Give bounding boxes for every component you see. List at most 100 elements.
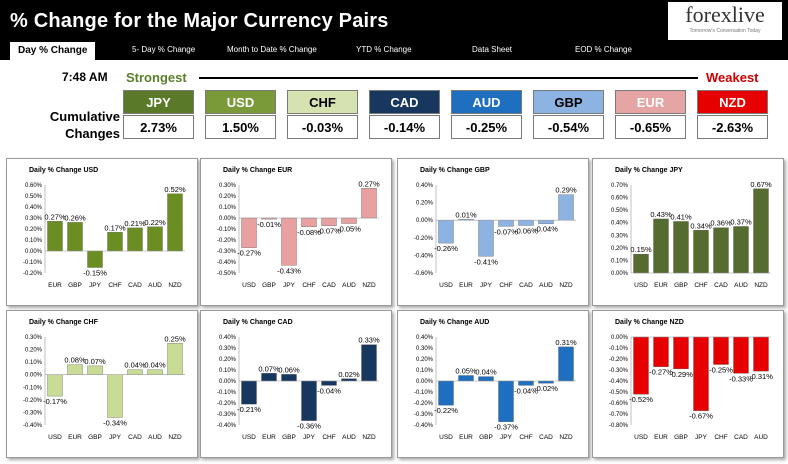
y-tick-label: 0.00% bbox=[416, 379, 434, 385]
data-label: -0.36% bbox=[297, 422, 321, 431]
bar-aud bbox=[733, 226, 749, 274]
x-tick-label: EUR bbox=[459, 282, 473, 289]
logo-tagline: Tomorrow's Conversation Today bbox=[689, 28, 761, 34]
x-tick-label: CAD bbox=[128, 434, 142, 441]
y-tick-label: -0.30% bbox=[23, 410, 43, 416]
bar-nzd bbox=[753, 188, 769, 274]
data-label: 0.36% bbox=[710, 219, 732, 228]
y-tick-label: 0.00% bbox=[416, 218, 434, 224]
chart-title: Daily % Change AUD bbox=[420, 319, 490, 326]
data-label: -0.31% bbox=[749, 372, 773, 381]
x-tick-label: JPY bbox=[109, 434, 122, 441]
x-tick-label: USD bbox=[634, 282, 648, 289]
y-tick-label: -0.30% bbox=[609, 368, 629, 374]
chart-title: Daily % Change NZD bbox=[615, 319, 684, 326]
data-label: -0.05% bbox=[337, 225, 361, 234]
y-tick-label: 0.30% bbox=[25, 216, 43, 222]
bar-nzd bbox=[558, 346, 574, 382]
x-tick-label: CAD bbox=[322, 282, 336, 289]
data-label: -0.22% bbox=[434, 406, 458, 415]
y-tick-label: 0.60% bbox=[611, 196, 629, 202]
y-tick-label: 0.00% bbox=[611, 271, 629, 277]
x-tick-label: USD bbox=[439, 434, 453, 441]
data-label: -0.27% bbox=[237, 249, 261, 258]
bar-jpy bbox=[498, 380, 514, 422]
chart-panel-eur: Daily % Change EUR 0.30% 0.20% 0.10% 0.00% -0… bbox=[200, 158, 392, 306]
tab-eod-change[interactable]: EOD % Change bbox=[575, 45, 632, 54]
x-tick-label: EUR bbox=[654, 434, 668, 441]
x-tick-label: JPY bbox=[89, 282, 102, 289]
tab-data-sheet[interactable]: Data Sheet bbox=[472, 45, 513, 54]
data-label: 0.25% bbox=[164, 334, 186, 343]
data-label: 0.06% bbox=[278, 365, 300, 374]
y-tick-label: -0.50% bbox=[609, 390, 629, 396]
bar-aud bbox=[341, 217, 357, 224]
currency-code-gbp: GBP bbox=[533, 90, 604, 114]
x-tick-label: CAD bbox=[519, 282, 533, 289]
data-label: -0.15% bbox=[83, 269, 107, 278]
bar-usd bbox=[633, 336, 649, 395]
data-label: 0.22% bbox=[144, 218, 166, 227]
weakest-label: Weakest bbox=[706, 70, 759, 85]
forexlive-logo[interactable]: forexlive Tomorrow's Conversation Today bbox=[668, 2, 782, 40]
strength-arrow-line bbox=[199, 77, 698, 79]
x-tick-label: AUD bbox=[539, 282, 553, 289]
y-tick-label: 0.20% bbox=[611, 246, 629, 252]
y-tick-label: 0.40% bbox=[25, 205, 43, 211]
chart-title: Daily % Change JPY bbox=[615, 167, 683, 174]
currency-code-chf: CHF bbox=[287, 90, 358, 114]
bar-chf bbox=[693, 230, 709, 274]
x-tick-label: EUR bbox=[459, 434, 473, 441]
data-label: -0.07% bbox=[317, 227, 341, 236]
bar-chart: 0.70% 0.60% 0.50% 0.40% 0.30% 0.20% 0.10% 0.00%… bbox=[611, 180, 772, 289]
tab-day-change[interactable]: Day % Change bbox=[10, 42, 96, 60]
chart-title: Daily % Change EUR bbox=[223, 167, 293, 174]
tab-5day-change[interactable]: 5- Day % Change bbox=[132, 45, 196, 54]
data-label: 0.33% bbox=[358, 336, 380, 345]
x-tick-label: GBP bbox=[282, 434, 296, 441]
data-label: -0.08% bbox=[297, 228, 321, 237]
data-label: -0.04% bbox=[514, 386, 538, 395]
currency-code-eur: EUR bbox=[615, 90, 686, 114]
bar-aud bbox=[147, 369, 163, 375]
bar-cad bbox=[127, 369, 143, 375]
y-tick-label: 0.10% bbox=[219, 205, 237, 211]
x-tick-label: CAD bbox=[539, 434, 553, 441]
bar-usd bbox=[633, 253, 649, 274]
tab-mtd-change[interactable]: Month to Date % Change bbox=[227, 45, 317, 54]
y-tick-label: -0.30% bbox=[217, 412, 237, 418]
data-label: 0.52% bbox=[164, 185, 186, 194]
y-tick-label: -0.10% bbox=[217, 390, 237, 396]
bar-eur bbox=[47, 221, 63, 252]
x-tick-label: EUR bbox=[68, 434, 82, 441]
chart-panel-usd: Daily % Change USD 0.60% 0.50% 0.40% 0.30% 0.… bbox=[6, 158, 198, 306]
y-tick-label: 0.20% bbox=[25, 348, 43, 354]
data-label: 0.27% bbox=[358, 179, 380, 188]
x-tick-label: GBP bbox=[262, 282, 276, 289]
tab-ytd-change[interactable]: YTD % Change bbox=[356, 45, 412, 54]
tab-bar: Day % Change 5- Day % Change Month to Da… bbox=[0, 42, 788, 60]
chart-title: Daily % Change CHF bbox=[29, 319, 98, 326]
data-label: 0.08% bbox=[64, 356, 86, 365]
y-tick-label: -0.10% bbox=[23, 385, 43, 391]
bar-nzd bbox=[167, 193, 183, 252]
y-tick-label: -0.10% bbox=[609, 346, 629, 352]
x-tick-label: AUD bbox=[342, 434, 356, 441]
y-tick-label: -0.10% bbox=[414, 390, 434, 396]
x-tick-label: AUD bbox=[734, 282, 748, 289]
y-tick-label: 0.20% bbox=[416, 201, 434, 207]
chart-title: Daily % Change CAD bbox=[223, 319, 293, 326]
data-label: 0.27% bbox=[44, 212, 66, 221]
x-tick-label: NZD bbox=[168, 282, 182, 289]
x-tick-label: JPY bbox=[283, 282, 296, 289]
data-label: -0.01% bbox=[257, 220, 281, 229]
y-tick-label: 0.30% bbox=[611, 233, 629, 239]
y-tick-label: 0.10% bbox=[611, 258, 629, 264]
x-tick-label: EUR bbox=[262, 434, 276, 441]
strongest-label: Strongest bbox=[126, 70, 187, 85]
bar-chf bbox=[321, 380, 337, 386]
bar-eur bbox=[653, 218, 669, 274]
y-tick-label: -0.60% bbox=[414, 271, 434, 277]
chart-panel-cad: Daily % Change CAD 0.40% 0.30% 0.20% 0.10% 0.… bbox=[200, 310, 392, 458]
x-tick-label: NZD bbox=[559, 282, 573, 289]
